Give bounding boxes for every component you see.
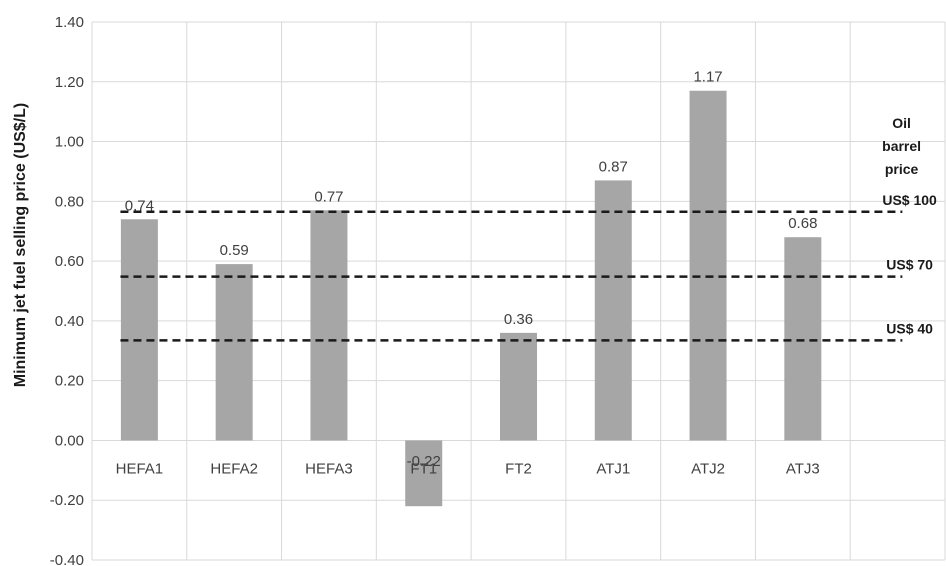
category-label: HEFA1 [116,460,164,477]
y-tick-label: 0.20 [55,373,84,390]
bar-atj3 [784,237,822,441]
category-label: HEFA2 [210,460,258,477]
y-tick-label: 0.00 [55,432,84,449]
bar-hefa3 [310,210,348,441]
y-tick-label: -0.40 [50,552,84,566]
reference-title-line: price [885,161,919,177]
data-label: 1.17 [693,69,722,86]
data-label: 0.77 [314,188,343,205]
bar-atj1 [594,180,632,441]
reference-line-label: US$ 40 [886,320,933,336]
category-label: ATJ2 [691,460,725,477]
grid-layer [91,21,946,561]
y-axis-label: Minimum jet fuel selling price (US$/L) [12,103,29,387]
bar-hefa1 [120,219,158,441]
y-tick-label: 0.40 [55,313,84,330]
bar-hefa2 [215,264,253,441]
data-label: 0.59 [220,242,249,259]
y-tick-label: 1.00 [55,134,84,151]
y-tick-label: 1.40 [55,14,84,31]
data-label: 0.74 [125,197,154,214]
labels-layer: -0.40 -0.20 0.00 0.20 0.40 0.60 0.80 1.00 1.20 1.… [50,14,937,566]
reference-line-label: US$ 70 [886,257,933,273]
data-label: 0.87 [599,158,628,175]
category-label: ATJ3 [786,460,820,477]
bar-layer [120,90,822,507]
data-label: 0.68 [788,215,817,232]
y-tick-label: -0.20 [50,492,84,509]
y-tick-label: 0.60 [55,253,84,270]
bar-ft1 [405,440,443,507]
reference-title-line: Oil [892,115,911,131]
category-label: HEFA3 [305,460,353,477]
category-label: ATJ1 [596,460,630,477]
category-label: FT2 [505,460,532,477]
y-tick-label: 1.20 [55,74,84,91]
y-tick-label: 0.80 [55,193,84,210]
reference-title-line: barrel [882,138,921,154]
data-label: 0.36 [504,311,533,328]
category-label: FT1 [410,460,437,477]
reference-lines-layer [120,210,903,342]
bar-ft2 [500,332,537,441]
reference-legend-title: Oil barrel price [882,115,921,177]
data-label: -0.22 [407,453,441,470]
reference-line-label: US$ 100 [882,192,937,208]
bar-atj2 [689,90,727,441]
